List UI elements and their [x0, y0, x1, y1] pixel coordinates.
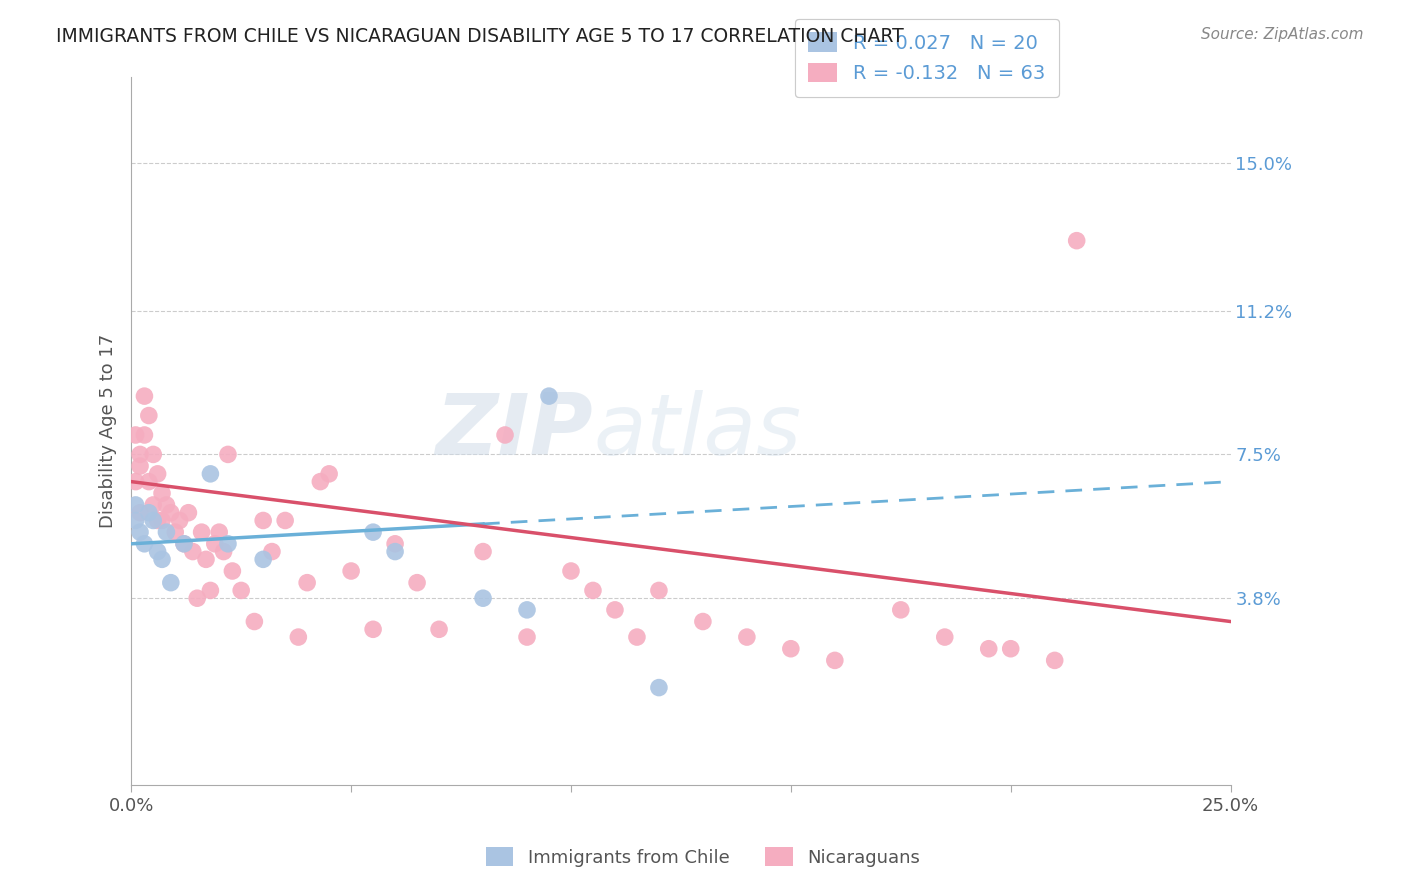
Point — [159, 506, 181, 520]
Point — [146, 514, 169, 528]
Point — [150, 552, 173, 566]
Point — [155, 525, 177, 540]
Point — [142, 514, 165, 528]
Point — [318, 467, 340, 481]
Point — [1043, 653, 1066, 667]
Point — [340, 564, 363, 578]
Point — [165, 525, 187, 540]
Point — [779, 641, 801, 656]
Point — [384, 544, 406, 558]
Point — [134, 428, 156, 442]
Point — [150, 514, 173, 528]
Point — [159, 575, 181, 590]
Point — [231, 583, 253, 598]
Point — [200, 467, 222, 481]
Y-axis label: Disability Age 5 to 17: Disability Age 5 to 17 — [100, 334, 117, 528]
Point — [195, 552, 218, 566]
Point — [648, 583, 671, 598]
Point — [129, 459, 152, 474]
Point — [516, 630, 538, 644]
Point — [138, 506, 160, 520]
Point — [142, 447, 165, 461]
Point — [648, 681, 671, 695]
Point — [287, 630, 309, 644]
Point — [603, 603, 626, 617]
Point — [146, 467, 169, 481]
Point — [934, 630, 956, 644]
Point — [560, 564, 582, 578]
Point — [124, 428, 146, 442]
Point — [150, 486, 173, 500]
Point — [173, 537, 195, 551]
Point — [204, 537, 226, 551]
Point — [169, 514, 191, 528]
Point — [977, 641, 1000, 656]
Point — [124, 475, 146, 489]
Point — [124, 498, 146, 512]
Point — [138, 475, 160, 489]
Point — [134, 389, 156, 403]
Point — [274, 514, 297, 528]
Point — [1066, 234, 1088, 248]
Point — [472, 544, 495, 558]
Point — [824, 653, 846, 667]
Point — [361, 525, 384, 540]
Point — [582, 583, 605, 598]
Point — [252, 552, 274, 566]
Point — [309, 475, 332, 489]
Point — [200, 583, 222, 598]
Text: Source: ZipAtlas.com: Source: ZipAtlas.com — [1201, 27, 1364, 42]
Point — [252, 514, 274, 528]
Point — [129, 447, 152, 461]
Point — [186, 591, 208, 606]
Point — [384, 537, 406, 551]
Point — [217, 537, 239, 551]
Point — [221, 564, 243, 578]
Point — [181, 544, 204, 558]
Point — [212, 544, 235, 558]
Point — [138, 409, 160, 423]
Point — [260, 544, 283, 558]
Point — [208, 525, 231, 540]
Point — [692, 615, 714, 629]
Point — [142, 498, 165, 512]
Legend: R = 0.027   N = 20, R = -0.132   N = 63: R = 0.027 N = 20, R = -0.132 N = 63 — [794, 19, 1059, 96]
Point — [129, 525, 152, 540]
Point — [177, 506, 200, 520]
Point — [295, 575, 318, 590]
Legend: Immigrants from Chile, Nicaraguans: Immigrants from Chile, Nicaraguans — [479, 840, 927, 874]
Point — [626, 630, 648, 644]
Point — [472, 591, 495, 606]
Point — [537, 389, 560, 403]
Point — [173, 537, 195, 551]
Point — [406, 575, 429, 590]
Point — [890, 603, 912, 617]
Point — [155, 498, 177, 512]
Text: IMMIGRANTS FROM CHILE VS NICARAGUAN DISABILITY AGE 5 TO 17 CORRELATION CHART: IMMIGRANTS FROM CHILE VS NICARAGUAN DISA… — [56, 27, 904, 45]
Point — [516, 603, 538, 617]
Point — [217, 447, 239, 461]
Point — [361, 622, 384, 636]
Point — [735, 630, 758, 644]
Point — [124, 514, 146, 528]
Point — [243, 615, 266, 629]
Point — [427, 622, 450, 636]
Text: atlas: atlas — [593, 390, 801, 473]
Point — [146, 544, 169, 558]
Text: ZIP: ZIP — [436, 390, 593, 473]
Point — [190, 525, 212, 540]
Point — [129, 506, 152, 520]
Point — [494, 428, 516, 442]
Point — [1000, 641, 1022, 656]
Point — [134, 537, 156, 551]
